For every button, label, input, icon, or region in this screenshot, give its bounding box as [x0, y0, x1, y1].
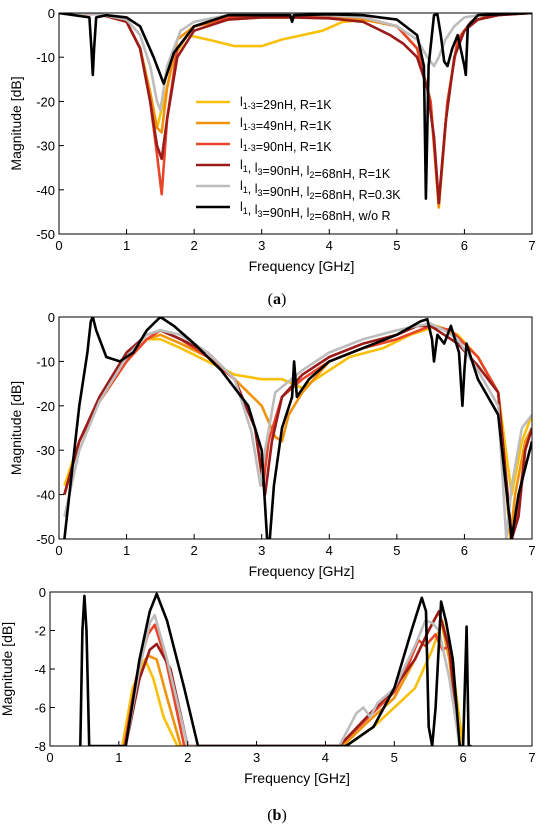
x-axis-label: Frequency [GHz] [244, 770, 350, 786]
y-axis-label: Magnitude [dB] [0, 622, 15, 716]
series-group [59, 13, 532, 209]
legend-label: l1, l3=90nH, l2=68nH, R=0.3K [240, 179, 401, 202]
x-tick-label: 6 [461, 238, 468, 253]
plot-frame [58, 12, 533, 235]
x-axis-label: Frequency [GHz] [249, 258, 355, 274]
x-tick-label: 3 [258, 238, 265, 253]
y-tick-label: 0 [39, 585, 46, 600]
series-line-4 [63, 324, 532, 539]
y-tick-label: -6 [34, 701, 46, 716]
y-tick-label: 0 [48, 310, 55, 325]
series-line-6 [59, 13, 532, 200]
x-tick-label: 2 [184, 750, 191, 765]
y-tick-label: -50 [36, 227, 55, 242]
y-tick-label: -4 [34, 662, 46, 677]
x-tick-label: 0 [55, 543, 62, 558]
x-tick-label: 4 [326, 238, 333, 253]
x-tick-label: 7 [528, 750, 535, 765]
y-axis-label: Magnitude [dB] [8, 76, 24, 170]
y-tick-label: -40 [36, 183, 55, 198]
legend-label: l1-3=90nH, R=1K [240, 137, 332, 154]
x-tick-label: 7 [528, 543, 535, 558]
series-line-2 [123, 610, 461, 746]
series-line-2 [63, 324, 532, 539]
legend-label: l1-3=29nH, R=1K [240, 95, 332, 112]
series-line-4 [124, 610, 461, 746]
x-tick-label: 1 [123, 543, 130, 558]
caption-a: (a) [268, 291, 287, 308]
panel-b-bottom: 0 1 2 3 4 5 6 7 0 -2 -4 -6 -8 Frequency [GHz] Magnitud… [0, 585, 536, 786]
y-tick-label: -40 [36, 488, 55, 503]
y-tick-label: -8 [34, 739, 46, 754]
y-tick-label: -50 [36, 532, 55, 547]
y-tick-label: -30 [36, 139, 55, 154]
x-tick-label: 2 [191, 543, 198, 558]
caption-b: (b) [267, 807, 287, 824]
x-tick-label: 3 [253, 750, 260, 765]
y-tick-label: -20 [36, 94, 55, 109]
series-line-6 [79, 592, 472, 746]
y-tick-label: -10 [36, 354, 55, 369]
y-axis-label: Magnitude [dB] [8, 381, 24, 475]
y-tick-label: -20 [36, 399, 55, 414]
y-tick-label: -10 [36, 50, 55, 65]
x-tick-label: 2 [191, 238, 198, 253]
x-tick-label: 5 [393, 238, 400, 253]
legend-label: l1-3=49nH, R=1K [240, 116, 332, 133]
series-line-4 [59, 13, 532, 205]
y-tick-label: 0 [48, 6, 55, 21]
x-axis-label: Frequency [GHz] [249, 563, 355, 579]
y-tick-label: -2 [34, 624, 46, 639]
legend-label: l1, l3=90nH, l2=68nH, R=1K [240, 158, 391, 181]
x-tick-label: 4 [326, 543, 333, 558]
x-tick-label: 0 [46, 750, 53, 765]
y-tick-label: -30 [36, 443, 55, 458]
legend: l1-3=29nH, R=1K l1-3=49nH, R=1K l1-3=90nH,… [196, 95, 401, 223]
series-line-6 [63, 317, 532, 539]
series-group [63, 317, 532, 539]
x-tick-label: 5 [393, 543, 400, 558]
series-group [79, 592, 472, 746]
x-tick-label: 5 [391, 750, 398, 765]
x-tick-label: 1 [115, 750, 122, 765]
series-line-3 [63, 324, 532, 539]
panel-a: 0 1 2 3 4 5 6 7 0 -10 -20 -30 -40 -50 Frequency [GHz] M… [8, 6, 536, 274]
x-tick-label: 1 [123, 238, 130, 253]
x-tick-label: 3 [258, 543, 265, 558]
x-tick-label: 6 [460, 750, 467, 765]
x-tick-label: 6 [461, 543, 468, 558]
series-line-5 [63, 322, 532, 539]
series-line-5 [124, 613, 461, 746]
legend-label: l1, l3=90nH, l2=68nH, w/o R [240, 200, 391, 223]
panel-b-top: 0 1 2 3 4 5 6 7 0 -10 -20 -30 -40 -50 Frequency [GHz] M… [8, 310, 536, 579]
plot-frame [58, 316, 533, 540]
x-tick-label: 0 [55, 238, 62, 253]
x-tick-label: 4 [322, 750, 329, 765]
x-tick-label: 7 [528, 238, 535, 253]
